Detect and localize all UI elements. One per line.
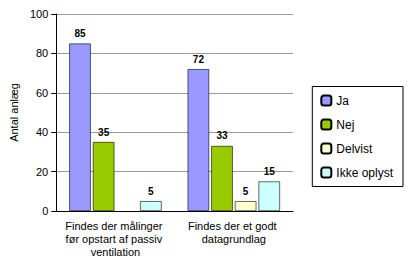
svg-text:5: 5 — [243, 186, 249, 197]
svg-text:datagrundlag: datagrundlag — [202, 233, 266, 245]
svg-text:20: 20 — [36, 166, 48, 178]
svg-text:ventilation: ventilation — [91, 246, 141, 258]
svg-text:100: 100 — [30, 8, 48, 20]
svg-text:72: 72 — [193, 54, 205, 65]
svg-text:Antal anlæg: Antal anlæg — [8, 83, 20, 142]
svg-text:5: 5 — [148, 186, 154, 197]
svg-text:40: 40 — [36, 126, 48, 138]
svg-text:0: 0 — [42, 205, 48, 217]
svg-text:35: 35 — [98, 127, 110, 138]
svg-text:33: 33 — [216, 130, 228, 141]
svg-text:Findes der et godt: Findes der et godt — [188, 220, 280, 232]
svg-text:85: 85 — [74, 28, 86, 39]
svg-text:Ikke oplyst: Ikke oplyst — [336, 166, 393, 180]
svg-text:før opstart af passiv: før opstart af passiv — [66, 233, 166, 245]
svg-text:15: 15 — [264, 166, 276, 177]
svg-text:Ja: Ja — [336, 94, 349, 108]
svg-text:Nej: Nej — [336, 118, 354, 132]
svg-text:60: 60 — [36, 87, 48, 99]
svg-text:80: 80 — [36, 47, 48, 59]
svg-text:Findes der målinger: Findes der målinger — [65, 220, 165, 232]
svg-text:Delvist: Delvist — [336, 142, 373, 156]
